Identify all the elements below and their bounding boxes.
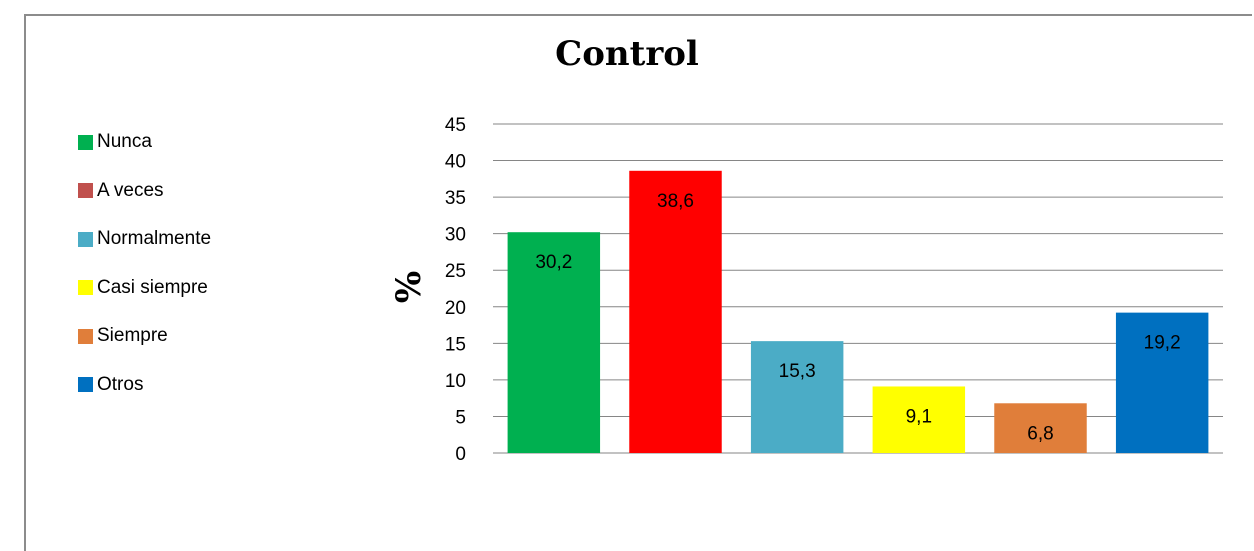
y-tick-label: 15 (445, 334, 466, 355)
bar-a-veces (629, 170, 722, 453)
legend: Nunca A veces Normalmente Casi siempre Siemp… (78, 130, 211, 421)
legend-item: Nunca (78, 130, 211, 154)
legend-label: Otros (97, 373, 144, 395)
data-label: 9,1 (906, 406, 932, 427)
chart-title: Control (555, 34, 699, 74)
y-tick-label: 45 (445, 115, 466, 136)
bar-siempre (994, 403, 1087, 453)
y-tick-label: 5 (455, 407, 466, 428)
legend-label: Normalmente (97, 228, 212, 249)
legend-swatch (78, 280, 93, 295)
legend-swatch (78, 377, 93, 392)
legend-label: Nunca (97, 131, 152, 152)
data-label: 6,8 (1027, 423, 1053, 444)
legend-item: Normalmente (78, 227, 211, 251)
y-tick-label: 40 (445, 152, 466, 173)
legend-swatch (78, 183, 93, 198)
y-tick-label: 25 (445, 261, 466, 282)
legend-label: A veces (97, 179, 164, 201)
y-tick-label: 20 (445, 298, 466, 319)
legend-item: Otros (78, 373, 211, 397)
legend-item: Siempre (78, 324, 211, 348)
legend-swatch (78, 134, 93, 150)
legend-label: Casi siempre (97, 276, 208, 298)
legend-label: Siempre (97, 325, 168, 346)
legend-swatch (78, 231, 93, 247)
bar-normalmente (750, 341, 844, 453)
y-tick-label: 0 (455, 444, 466, 465)
bar-nunca (507, 232, 601, 453)
data-label: 30,2 (535, 252, 572, 273)
legend-item: Casi siempre (78, 276, 211, 300)
chart-frame (24, 14, 1252, 551)
data-label: 38,6 (657, 191, 694, 212)
bar-casi-siempre (872, 386, 966, 453)
y-tick-label: 35 (445, 188, 466, 209)
data-label: 15,3 (779, 361, 816, 382)
y-tick-label: 30 (445, 225, 466, 246)
y-tick-label: 10 (445, 371, 466, 392)
legend-item: A veces (78, 179, 211, 203)
bar-otros (1115, 312, 1209, 453)
data-label: 19,2 (1144, 333, 1181, 354)
legend-swatch (78, 328, 93, 344)
